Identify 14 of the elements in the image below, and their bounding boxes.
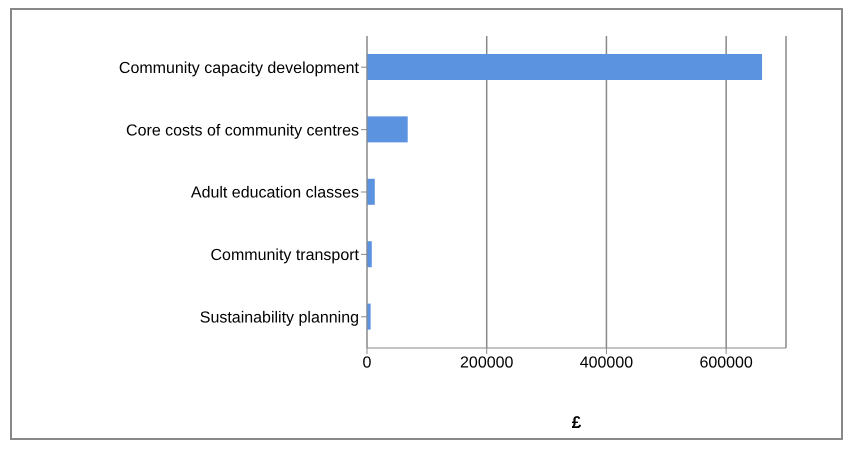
y-tick-label: Community transport	[210, 247, 360, 264]
bar	[367, 178, 375, 205]
x-tick-label: 0	[362, 354, 372, 372]
x-tick-label: 200000	[460, 354, 514, 372]
y-tick-label: Core costs of community centres	[126, 122, 359, 140]
bar	[367, 54, 762, 80]
x-tick-label: 600000	[699, 354, 753, 372]
y-tick-label: Sustainability planning	[200, 309, 359, 326]
y-tick-label: Community capacity development	[118, 60, 360, 77]
bar	[367, 116, 408, 142]
x-axis-title: £	[572, 413, 582, 432]
y-tick-label: Adult education classes	[190, 184, 359, 202]
x-tick-label: 400000	[580, 354, 634, 372]
bar	[367, 241, 372, 268]
